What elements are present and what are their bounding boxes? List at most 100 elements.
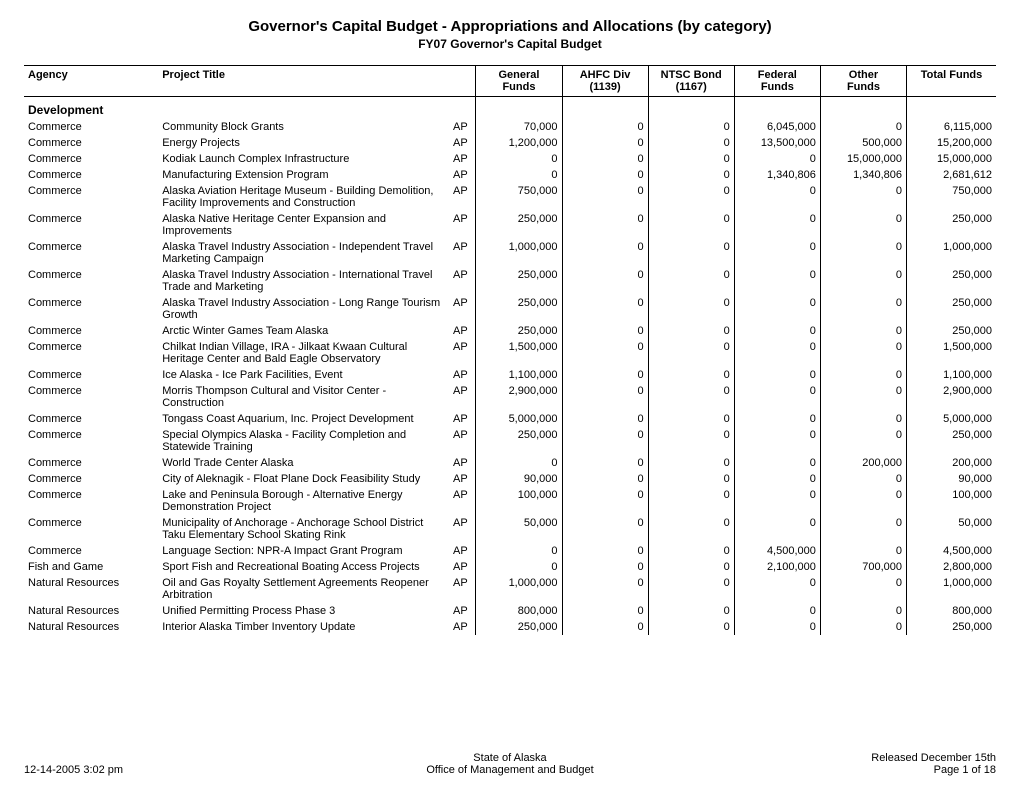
cell-ntsc: 0 (648, 411, 734, 427)
cell-general: 100,000 (476, 487, 562, 515)
cell-title: Alaska Native Heritage Center Expansion … (158, 211, 449, 239)
table-row: Natural ResourcesInterior Alaska Timber … (24, 619, 996, 635)
cell-agency: Commerce (24, 543, 158, 559)
cell-other: 500,000 (820, 135, 906, 151)
cell-federal: 6,045,000 (734, 119, 820, 135)
cell-type: AP (449, 619, 476, 635)
cell-type: AP (449, 383, 476, 411)
cell-ahfc: 0 (562, 427, 648, 455)
cell-federal: 0 (734, 383, 820, 411)
cell-ntsc: 0 (648, 167, 734, 183)
cell-ahfc: 0 (562, 267, 648, 295)
cell-title: Municipality of Anchorage - Anchorage Sc… (158, 515, 449, 543)
cell-total: 1,100,000 (907, 367, 997, 383)
cell-other: 0 (820, 471, 906, 487)
cell-other: 0 (820, 183, 906, 211)
col-type (449, 66, 476, 97)
table-row: CommerceTongass Coast Aquarium, Inc. Pro… (24, 411, 996, 427)
cell-ntsc: 0 (648, 471, 734, 487)
cell-title: Alaska Travel Industry Association - Int… (158, 267, 449, 295)
cell-agency: Commerce (24, 471, 158, 487)
cell-type: AP (449, 559, 476, 575)
cell-ahfc: 0 (562, 135, 648, 151)
cell-ntsc: 0 (648, 367, 734, 383)
cell-federal: 0 (734, 239, 820, 267)
cell-agency: Commerce (24, 267, 158, 295)
cell-federal: 0 (734, 603, 820, 619)
cell-ahfc: 0 (562, 515, 648, 543)
col-federal: Federal Funds (734, 66, 820, 97)
cell-general: 800,000 (476, 603, 562, 619)
cell-federal: 4,500,000 (734, 543, 820, 559)
cell-agency: Natural Resources (24, 603, 158, 619)
cell-general: 250,000 (476, 619, 562, 635)
cell-agency: Commerce (24, 383, 158, 411)
cell-ahfc: 0 (562, 367, 648, 383)
cell-total: 250,000 (907, 619, 997, 635)
cell-federal: 0 (734, 323, 820, 339)
page-title: Governor's Capital Budget - Appropriatio… (24, 18, 996, 35)
cell-ntsc: 0 (648, 559, 734, 575)
cell-type: AP (449, 339, 476, 367)
cell-total: 250,000 (907, 211, 997, 239)
cell-agency: Commerce (24, 151, 158, 167)
cell-type: AP (449, 367, 476, 383)
cell-total: 5,000,000 (907, 411, 997, 427)
cell-title: City of Aleknagik - Float Plane Dock Fea… (158, 471, 449, 487)
cell-ahfc: 0 (562, 487, 648, 515)
cell-general: 0 (476, 151, 562, 167)
cell-total: 2,900,000 (907, 383, 997, 411)
cell-federal: 0 (734, 455, 820, 471)
col-general: General Funds (476, 66, 562, 97)
budget-table: Agency Project Title General Funds AHFC … (24, 65, 996, 635)
cell-other: 0 (820, 487, 906, 515)
table-row: CommerceKodiak Launch Complex Infrastruc… (24, 151, 996, 167)
cell-other: 0 (820, 575, 906, 603)
cell-type: AP (449, 167, 476, 183)
cell-type: AP (449, 427, 476, 455)
cell-ntsc: 0 (648, 515, 734, 543)
cell-title: Special Olympics Alaska - Facility Compl… (158, 427, 449, 455)
cell-title: Ice Alaska - Ice Park Facilities, Event (158, 367, 449, 383)
table-row: CommerceMunicipality of Anchorage - Anch… (24, 515, 996, 543)
col-ntsc: NTSC Bond (1167) (648, 66, 734, 97)
cell-total: 15,000,000 (907, 151, 997, 167)
cell-federal: 0 (734, 151, 820, 167)
table-row: CommerceAlaska Travel Industry Associati… (24, 295, 996, 323)
cell-total: 200,000 (907, 455, 997, 471)
cell-federal: 2,100,000 (734, 559, 820, 575)
table-row: CommerceEnergy ProjectsAP1,200,0000013,5… (24, 135, 996, 151)
cell-title: Alaska Travel Industry Association - Lon… (158, 295, 449, 323)
table-row: CommerceArctic Winter Games Team AlaskaA… (24, 323, 996, 339)
cell-federal: 1,340,806 (734, 167, 820, 183)
cell-title: Morris Thompson Cultural and Visitor Cen… (158, 383, 449, 411)
cell-ntsc: 0 (648, 575, 734, 603)
cell-ntsc: 0 (648, 339, 734, 367)
cell-general: 1,200,000 (476, 135, 562, 151)
cell-ntsc: 0 (648, 455, 734, 471)
cell-type: AP (449, 239, 476, 267)
table-row: CommerceAlaska Travel Industry Associati… (24, 267, 996, 295)
cell-other: 0 (820, 323, 906, 339)
cell-agency: Commerce (24, 427, 158, 455)
footer-timestamp: 12-14-2005 3:02 pm (24, 764, 348, 776)
cell-agency: Commerce (24, 135, 158, 151)
cell-type: AP (449, 211, 476, 239)
cell-total: 2,800,000 (907, 559, 997, 575)
cell-ntsc: 0 (648, 543, 734, 559)
cell-general: 250,000 (476, 211, 562, 239)
col-project-title: Project Title (158, 66, 449, 97)
cell-federal: 0 (734, 575, 820, 603)
cell-agency: Commerce (24, 515, 158, 543)
cell-total: 750,000 (907, 183, 997, 211)
table-row: CommerceChilkat Indian Village, IRA - Ji… (24, 339, 996, 367)
table-row: CommerceSpecial Olympics Alaska - Facili… (24, 427, 996, 455)
cell-ntsc: 0 (648, 183, 734, 211)
cell-agency: Fish and Game (24, 559, 158, 575)
cell-total: 250,000 (907, 323, 997, 339)
cell-ahfc: 0 (562, 167, 648, 183)
cell-type: AP (449, 151, 476, 167)
cell-general: 1,000,000 (476, 239, 562, 267)
cell-ntsc: 0 (648, 211, 734, 239)
cell-type: AP (449, 603, 476, 619)
